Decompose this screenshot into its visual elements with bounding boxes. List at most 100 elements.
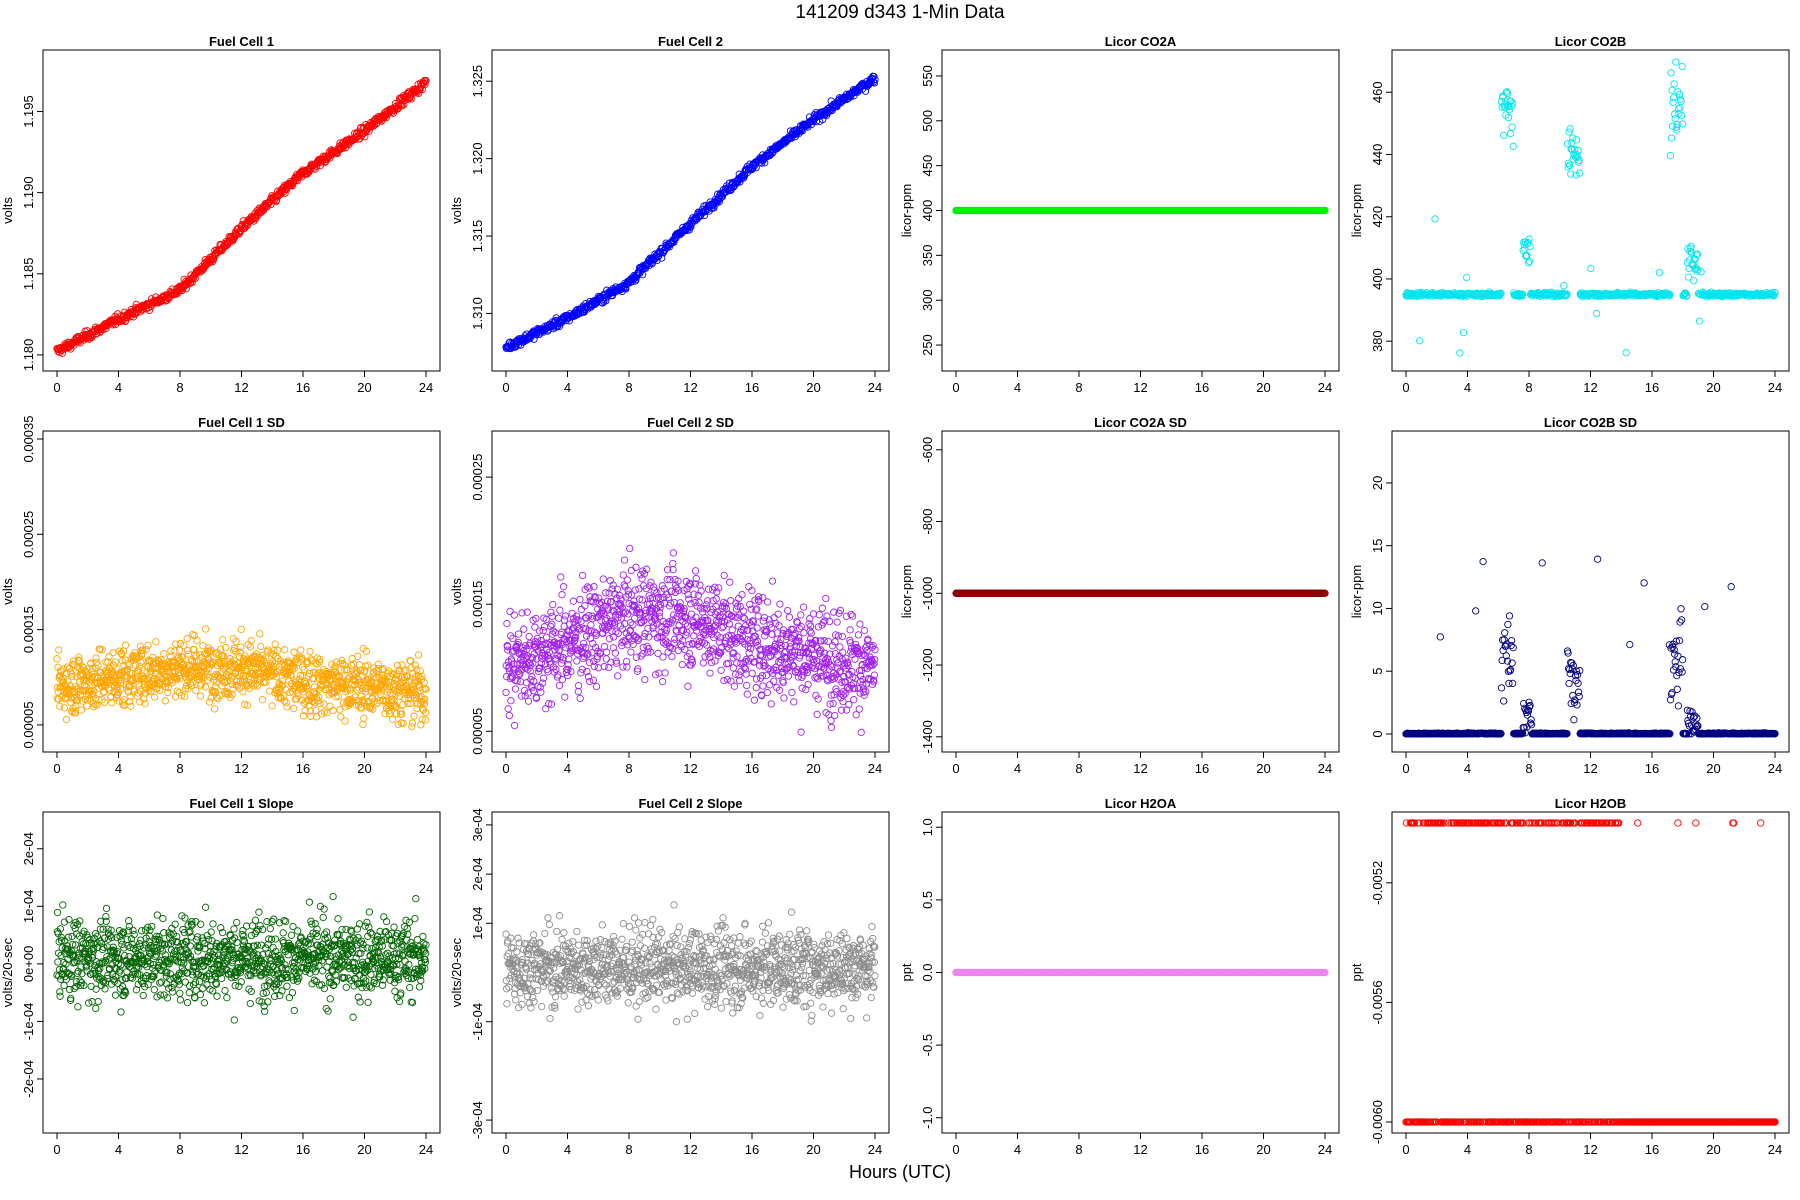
data-point	[678, 660, 686, 669]
data-point	[297, 646, 305, 654]
data-point	[243, 221, 252, 229]
x-tick-label: 20	[1706, 380, 1720, 395]
data-point	[743, 681, 751, 690]
data-point	[658, 677, 667, 686]
data-point	[641, 675, 649, 684]
y-tick-label: 500	[920, 110, 935, 132]
data-point	[574, 687, 582, 696]
data-point	[293, 177, 301, 185]
data-point	[549, 600, 557, 609]
data-point	[354, 652, 362, 661]
data-point	[147, 302, 155, 311]
data-point	[548, 620, 556, 628]
data-point	[376, 690, 384, 698]
data-point	[53, 655, 61, 663]
data-point	[414, 651, 423, 659]
data-point	[283, 703, 291, 711]
data-point	[576, 595, 584, 604]
data-point	[577, 605, 586, 614]
x-tick-label: 0	[1402, 380, 1409, 395]
data-point	[191, 274, 199, 283]
y-tick-label: 300	[920, 289, 935, 311]
x-tick-label: 20	[1256, 380, 1270, 395]
data-point	[566, 620, 574, 628]
x-tick-label: 16	[1645, 380, 1659, 395]
data-point	[788, 688, 796, 697]
y-axis-label: volts	[0, 578, 15, 605]
data-point	[548, 612, 556, 620]
data-point	[85, 335, 93, 343]
data-point	[554, 614, 563, 622]
data-points	[502, 72, 879, 353]
x-tick-label: 24	[1768, 380, 1782, 395]
data-point	[576, 694, 584, 703]
data-point	[1509, 142, 1517, 151]
data-point	[818, 604, 827, 612]
data-point	[668, 652, 676, 661]
x-tick-label: 4	[1464, 380, 1471, 395]
data-point	[503, 619, 511, 628]
data-point	[218, 636, 227, 644]
data-point	[754, 612, 762, 620]
data-point	[136, 307, 145, 316]
data-point	[602, 655, 610, 663]
data-point	[320, 700, 328, 708]
data-point	[684, 682, 692, 690]
data-point	[1576, 169, 1584, 177]
y-tick-label: 1.190	[21, 176, 36, 209]
y-axis-label: licor-ppm	[899, 184, 914, 237]
x-tick-label: 12	[683, 380, 697, 395]
data-point	[739, 607, 748, 615]
x-tick-label: 20	[806, 761, 820, 776]
data-point	[561, 693, 569, 701]
data-point	[201, 625, 210, 633]
data-point	[1622, 349, 1630, 357]
y-tick-label: 0.00035	[21, 416, 36, 463]
x-tick-label: 24	[419, 761, 433, 776]
x-tick-label: 16	[1195, 380, 1209, 395]
data-point	[506, 607, 514, 616]
x-tick-label: 8	[176, 761, 183, 776]
data-point	[720, 571, 728, 580]
data-point	[602, 648, 611, 656]
data-point	[256, 630, 264, 638]
data-point	[341, 717, 349, 725]
data-point	[361, 133, 369, 141]
y-tick-label: 400	[1370, 268, 1385, 290]
data-point	[813, 710, 821, 719]
data-point	[763, 598, 772, 606]
data-point	[205, 698, 214, 706]
data-point	[690, 632, 698, 640]
x-tick-label: 12	[1583, 380, 1597, 395]
data-point	[1565, 161, 1574, 169]
data-point	[1672, 58, 1680, 66]
data-point	[183, 634, 191, 643]
data-point	[594, 664, 602, 672]
x-tick-label: 0	[502, 380, 509, 395]
data-point	[730, 682, 739, 690]
data-point	[558, 591, 566, 599]
y-tick-label: 0.00005	[470, 708, 485, 755]
data-point	[573, 657, 581, 665]
y-tick-label: 0.00015	[470, 581, 485, 628]
data-point	[557, 573, 565, 581]
data-points	[53, 76, 430, 357]
data-point	[696, 581, 704, 589]
data-point	[161, 697, 169, 705]
data-point	[1560, 282, 1568, 290]
data-point	[274, 646, 282, 655]
y-tick-label: 380	[1370, 330, 1385, 352]
data-point	[290, 704, 298, 713]
data-point	[627, 566, 635, 575]
y-tick-label: 420	[1370, 206, 1385, 228]
data-point	[271, 640, 279, 648]
data-point	[776, 600, 784, 608]
data-point	[547, 608, 555, 616]
data-point	[587, 621, 595, 629]
y-tick-label: 0.00015	[21, 606, 36, 653]
y-axis-label: volts	[449, 197, 464, 224]
data-point	[699, 659, 707, 667]
data-point	[623, 576, 631, 584]
